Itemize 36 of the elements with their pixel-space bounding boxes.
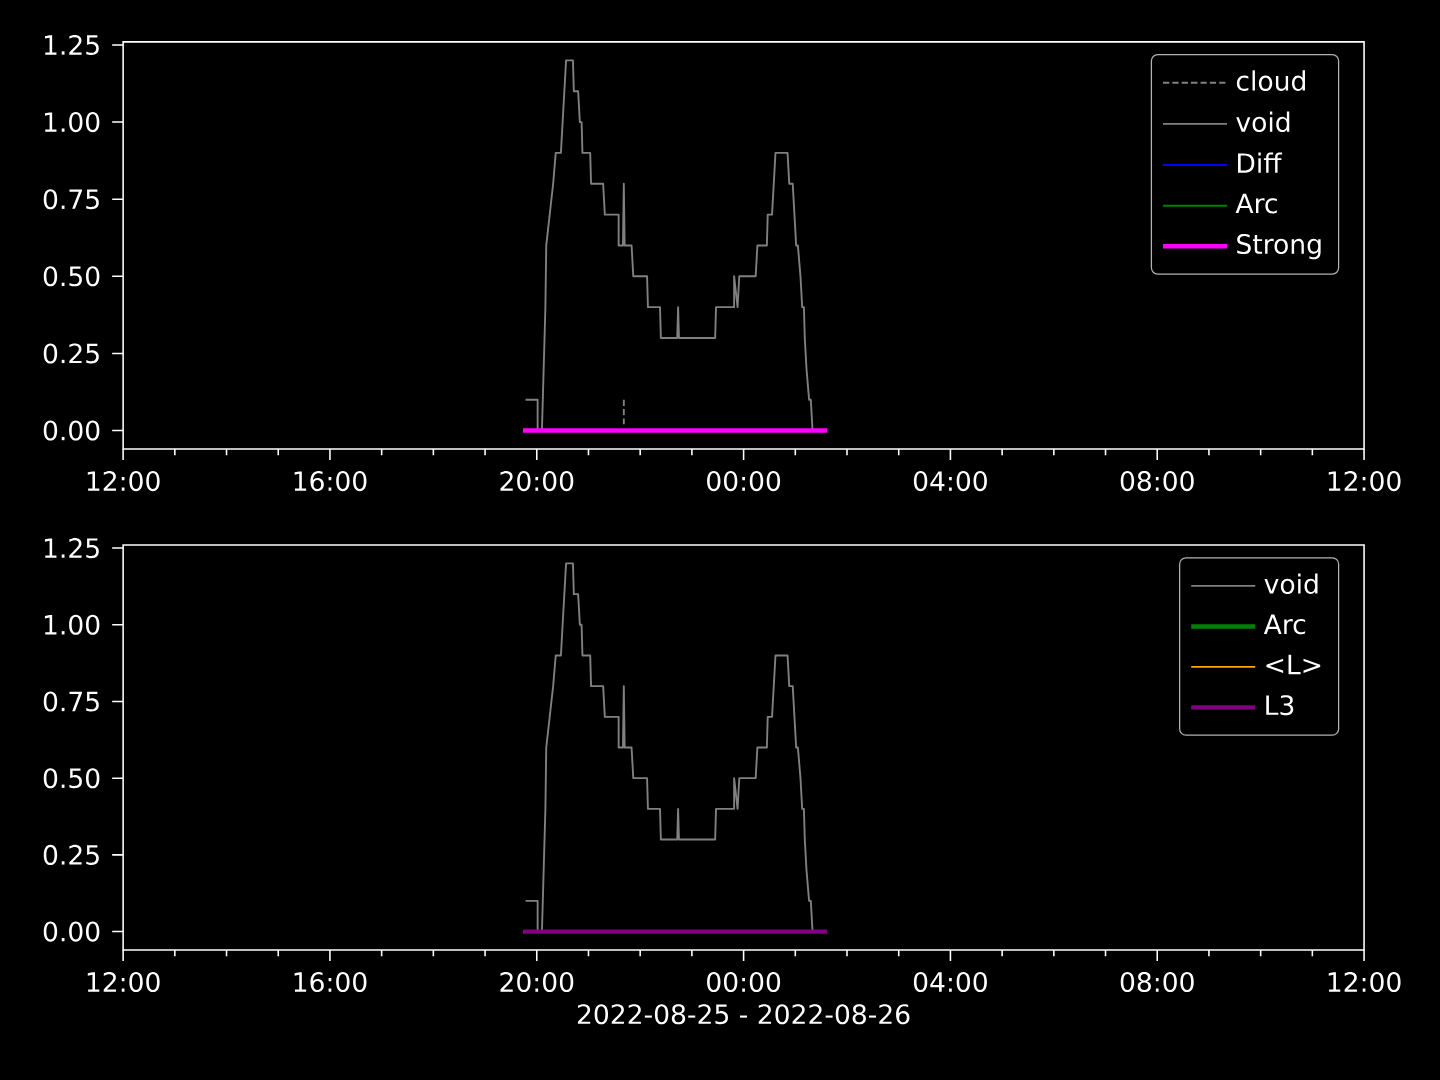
x-tick-label: 04:00 bbox=[913, 971, 987, 993]
legend-label: Strong bbox=[1237, 234, 1321, 260]
y-tick-label: 1.25 bbox=[44, 34, 99, 56]
y-tick-label: 0.25 bbox=[43, 844, 99, 865]
x-tick-label: 16:00 bbox=[294, 971, 367, 993]
x-tick-label: 16:00 bbox=[294, 471, 367, 492]
x-tick-label: 12:00 bbox=[1328, 471, 1401, 492]
legend-label: Arc bbox=[1263, 614, 1306, 635]
legend-label: void bbox=[1236, 111, 1290, 133]
y-tick-label: 1.25 bbox=[44, 538, 99, 559]
x-tick-label: 00:00 bbox=[707, 971, 781, 993]
y-tick-label: 0.00 bbox=[43, 921, 100, 942]
y-tick-label: 0.25 bbox=[43, 343, 99, 364]
legend-label: void bbox=[1264, 573, 1318, 594]
x-tick-label: 12:00 bbox=[1328, 971, 1401, 993]
x-tick-label: 12:00 bbox=[87, 471, 160, 492]
x-tick-label: 08:00 bbox=[1120, 471, 1194, 492]
x-axis-title: 2022-08-25 - 2022-08-26 bbox=[577, 1004, 910, 1025]
legend-label: <L> bbox=[1266, 654, 1321, 675]
y-tick-label: 0.50 bbox=[43, 266, 100, 287]
x-tick-label: 20:00 bbox=[500, 971, 574, 993]
x-tick-label: 00:00 bbox=[707, 471, 781, 492]
y-tick-label: 0.50 bbox=[43, 768, 100, 789]
legend-label: L3 bbox=[1266, 695, 1294, 716]
legend-label: Arc bbox=[1235, 193, 1277, 214]
y-tick-label: 0.75 bbox=[43, 691, 99, 712]
y-tick-label: 0.75 bbox=[43, 189, 99, 210]
x-tick-label: 08:00 bbox=[1120, 971, 1194, 993]
y-tick-label: 1.00 bbox=[44, 614, 100, 635]
y-tick-label: 0.00 bbox=[43, 420, 100, 441]
x-tick-label: 04:00 bbox=[913, 471, 987, 492]
legend-label: cloud bbox=[1236, 70, 1305, 91]
legend-label: Diff bbox=[1238, 152, 1283, 173]
x-tick-label: 12:00 bbox=[87, 971, 160, 993]
y-tick-label: 1.00 bbox=[44, 112, 100, 133]
x-tick-label: 20:00 bbox=[500, 471, 574, 492]
